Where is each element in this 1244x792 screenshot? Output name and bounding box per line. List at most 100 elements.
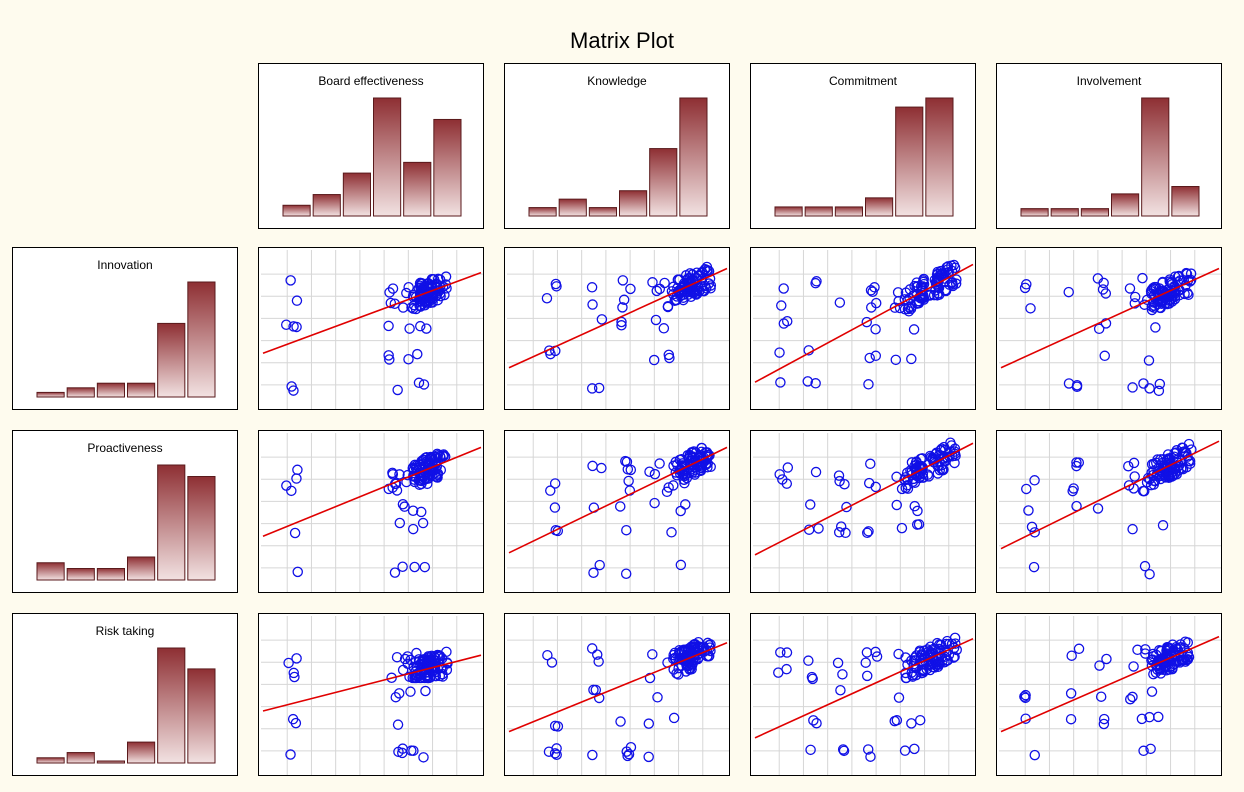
scatter-point [860,657,871,668]
scatter-point [781,663,792,675]
histogram-bar [66,568,95,581]
scatter-svg [999,433,1221,592]
scatter-point [383,320,394,332]
histogram-svg [774,97,954,217]
histogram-proactiveness: Proactiveness [12,430,238,593]
scatter-point [662,300,674,312]
scatter-point [622,750,633,762]
scatter-point [420,685,431,697]
scatter-point [1150,649,1162,661]
scatter-commitment-vs-risk-taking [750,613,976,776]
scatter-point [397,302,409,313]
scatter-point [390,691,402,703]
scatter-point [286,485,297,497]
scatter-point [1098,713,1110,725]
scatter-point [701,264,713,276]
scatter-point [407,505,419,517]
scatter-point [437,450,449,462]
scatter-point [1148,668,1159,680]
scatter-point [402,651,413,662]
scatter-point [805,499,816,510]
scatter-point [682,450,693,461]
scatter-point [1127,382,1138,393]
scatter-point [918,278,930,290]
scatter-point [550,524,561,536]
scatter-point [586,643,598,654]
scatter-point [587,749,598,761]
scatter-point [675,505,686,517]
scatter-point [392,719,404,730]
scatter-point [672,274,684,286]
scatter-point [1020,692,1031,704]
scatter-point [931,268,943,280]
histogram-risk-taking: Risk taking [12,613,238,776]
scatter-point [914,472,925,484]
scatter-point [1066,650,1077,661]
scatter-point [808,715,819,726]
regression-line [754,637,974,739]
chart-title: Matrix Plot [570,28,674,53]
scatter-point [587,460,598,472]
histogram-bar [1020,208,1049,217]
histogram-bar [187,668,216,764]
scatter-point [679,654,690,666]
regression-line [508,446,728,554]
scatter-point [900,287,912,298]
scatter-point [837,669,848,680]
scatter-point [588,567,599,579]
scatter-point [416,475,427,487]
scatter-point [288,667,299,679]
scatter-point [1063,286,1074,298]
scatter-point [838,745,850,757]
scatter-point [1155,289,1166,301]
histogram-bar [157,464,186,581]
histogram-bar [312,194,341,217]
scatter-point [418,752,429,763]
scatter-point [401,287,412,299]
scatter-point [659,277,670,289]
scatter-point [942,261,954,272]
histogram-bar [66,387,95,398]
scatter-point [679,477,690,489]
scatter-point [549,748,561,759]
scatter-point [862,744,874,755]
scatter-point [434,650,446,662]
scatter-point [404,323,415,334]
scatter-point [951,274,962,285]
scatter-knowledge-vs-proactiveness [504,430,730,593]
scatter-point [399,653,411,665]
scatter-point [1095,691,1107,702]
scatter-point [1157,520,1169,531]
scatter-point [810,378,821,389]
scatter-point [441,283,452,294]
scatter-svg [753,433,975,592]
scatter-point [939,656,950,668]
scatter-point [670,294,681,306]
scatter-svg [753,250,975,409]
scatter-point [424,463,435,475]
scatter-point [893,692,905,703]
histogram-svg [282,97,462,217]
scatter-point [870,481,881,493]
histogram-label: Involvement [1076,74,1142,88]
histogram-bar [373,97,402,217]
scatter-commitment-vs-innovation [750,247,976,410]
scatter-point [912,280,923,292]
scatter-point [840,527,851,539]
scatter-point [911,456,922,467]
scatter-point [545,485,556,496]
scatter-point [1124,693,1136,705]
scatter-point [1182,654,1193,665]
scatter-point [668,712,680,724]
scatter-point [549,720,561,732]
scatter-point [918,645,930,656]
scatter-point [412,348,423,360]
scatter-point [1183,651,1195,663]
scatter-point [623,475,634,487]
scatter-point [703,265,715,277]
scatter-point [703,650,715,662]
scatter-point [422,478,433,490]
scatter-point [1132,644,1143,656]
histogram-involvement: Involvement [996,63,1222,229]
scatter-point [392,384,403,396]
